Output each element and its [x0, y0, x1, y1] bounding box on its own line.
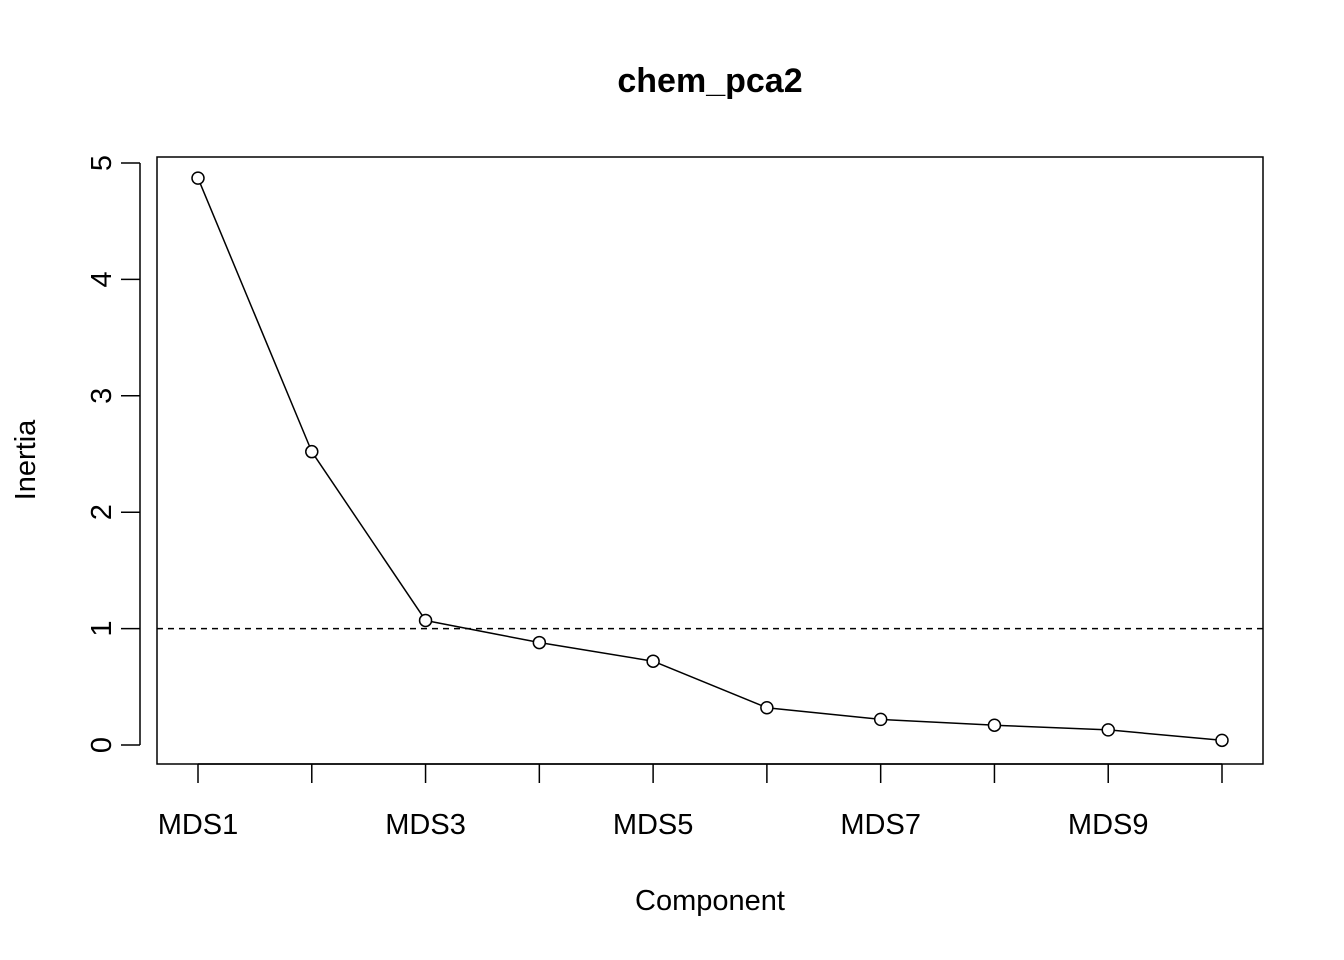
- data-point: [418, 613, 433, 628]
- series-segment: [1114, 729, 1217, 741]
- x-axis: MDS1 MDS3 MDS5 MDS7 MDS9: [158, 763, 1223, 841]
- series-segment: [772, 707, 875, 720]
- series-segment: [886, 718, 989, 726]
- series-segment: [314, 456, 423, 616]
- data-point: [532, 635, 547, 650]
- series-segment: [1000, 724, 1103, 731]
- x-axis-title: Component: [635, 885, 785, 917]
- y-tick-label: 4: [86, 271, 118, 287]
- x-tick-label: MDS3: [385, 809, 466, 841]
- y-axis: 0 1 2 3 4 5: [86, 155, 141, 753]
- x-tick-label: MDS9: [1068, 809, 1149, 841]
- y-tick-label: 2: [86, 504, 118, 520]
- plot-frame: [156, 156, 1264, 765]
- y-tick-label: 1: [86, 621, 118, 637]
- x-tick-label: MDS7: [840, 809, 921, 841]
- series-segment: [431, 620, 534, 643]
- y-tick-label: 5: [86, 155, 118, 171]
- data-point: [873, 712, 888, 727]
- y-axis-title: Inertia: [10, 419, 42, 500]
- series-segment: [658, 662, 762, 707]
- data-point: [1101, 723, 1115, 737]
- data-point: [191, 171, 205, 185]
- series-layer: [191, 171, 1229, 748]
- series-segment: [545, 642, 648, 661]
- data-point: [760, 701, 774, 715]
- series-segment: [199, 183, 311, 447]
- data-point: [305, 444, 319, 459]
- x-tick-label: MDS5: [613, 809, 694, 841]
- y-tick-label: 0: [86, 737, 118, 753]
- data-point: [646, 654, 660, 668]
- y-tick-label: 3: [86, 388, 118, 404]
- data-point: [987, 718, 1002, 732]
- x-tick-label: MDS1: [158, 809, 239, 841]
- data-point: [1215, 733, 1229, 748]
- chart-title: chem_pca2: [617, 62, 802, 100]
